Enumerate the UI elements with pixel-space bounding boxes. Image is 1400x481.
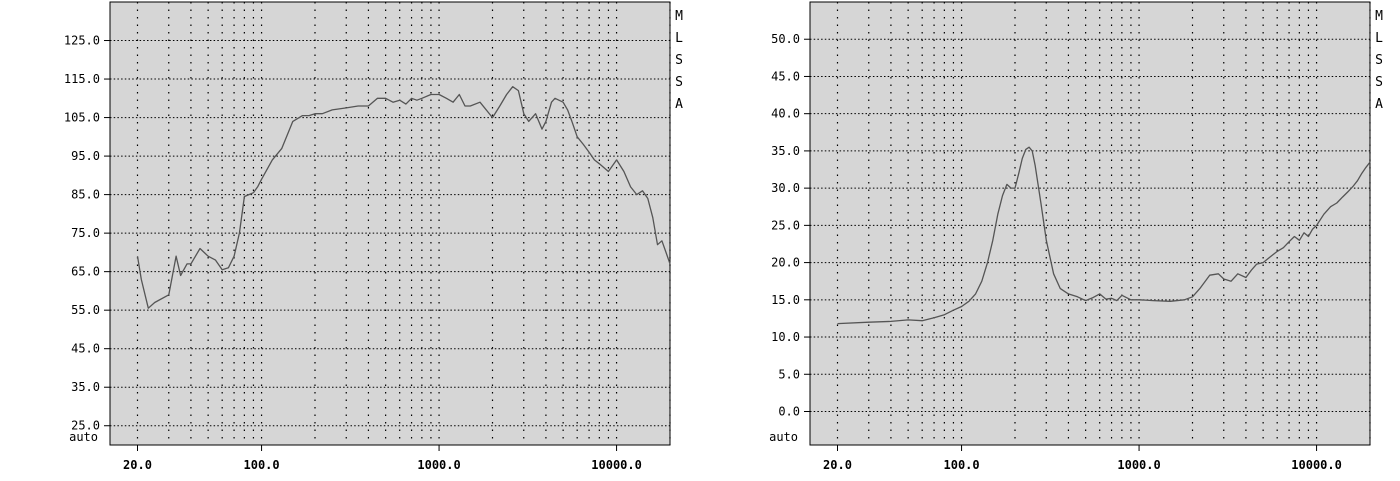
side-label-letter: S <box>675 53 683 68</box>
y-tick-label: 55.0 <box>71 303 100 317</box>
x-tick-label: 20.0 <box>823 458 852 472</box>
y-tick-label: 125.0 <box>64 34 100 48</box>
y-tick-label: 0.0 <box>778 404 800 418</box>
y-tick-label: 35.0 <box>71 380 100 394</box>
plot-area <box>810 2 1370 445</box>
side-label-letter: S <box>1375 75 1383 90</box>
plot-area <box>110 2 670 445</box>
side-label-letter: M <box>675 9 683 24</box>
x-tick-label: 1000.0 <box>1117 458 1160 472</box>
y-tick-label: 20.0 <box>771 256 800 270</box>
y-tick-label: 30.0 <box>771 181 800 195</box>
x-tick-label: 100.0 <box>944 458 980 472</box>
x-tick-label: 10000.0 <box>591 458 642 472</box>
y-tick-label: 45.0 <box>771 69 800 83</box>
y-tick-label: 40.0 <box>771 107 800 121</box>
y-tick-label: 95.0 <box>71 149 100 163</box>
y-tick-label: 10.0 <box>771 330 800 344</box>
chart-panel-left: 125.0 115.0 105.0 95.0 85.0 75.0 65.0 55.0 45.0 3… <box>64 1 683 472</box>
side-label-letter: S <box>1375 53 1383 68</box>
side-label-letter: L <box>675 31 683 46</box>
y-tick-label: 105.0 <box>64 111 100 125</box>
y-tick-label: 25.0 <box>71 419 100 433</box>
side-label-letter: S <box>675 75 683 90</box>
y-tick-label: 5.0 <box>778 367 800 381</box>
side-label-letter: M <box>1375 9 1383 24</box>
y-tick-label: 85.0 <box>71 188 100 202</box>
x-tick-label: 1000.0 <box>417 458 460 472</box>
impedance-chart: 50.0 45.0 40.0 35.0 30.0 25.0 20.0 15.0 10.0 5.0 0… <box>769 1 1383 472</box>
spl-chart: 125.0 115.0 105.0 95.0 85.0 75.0 65.0 55.0 45.0 3… <box>64 1 683 472</box>
side-label-letter: A <box>1375 97 1383 112</box>
x-tick-label: 10000.0 <box>1291 458 1342 472</box>
y-tick-label: 25.0 <box>771 218 800 232</box>
y-tick-label: 45.0 <box>71 342 100 356</box>
y-tick-label: 15.0 <box>771 293 800 307</box>
x-tick-label: 20.0 <box>123 458 152 472</box>
plot-frame <box>109 1 671 446</box>
y-tick-label: 35.0 <box>771 144 800 158</box>
plot-frame <box>809 1 1371 446</box>
auto-label: auto <box>769 430 798 444</box>
y-tick-label: 65.0 <box>71 265 100 279</box>
series-line <box>837 146 1371 325</box>
y-tick-label: 50.0 <box>771 32 800 46</box>
chart-panel-right: 50.0 45.0 40.0 35.0 30.0 25.0 20.0 15.0 10.0 5.0 0… <box>700 0 1400 481</box>
series-line <box>136 86 671 309</box>
side-label-letter: A <box>675 97 683 112</box>
auto-label: auto <box>69 430 98 444</box>
x-tick-label: 100.0 <box>244 458 280 472</box>
side-label-letter: L <box>1375 31 1383 46</box>
y-tick-label: 115.0 <box>64 72 100 86</box>
y-tick-label: 75.0 <box>71 226 100 240</box>
